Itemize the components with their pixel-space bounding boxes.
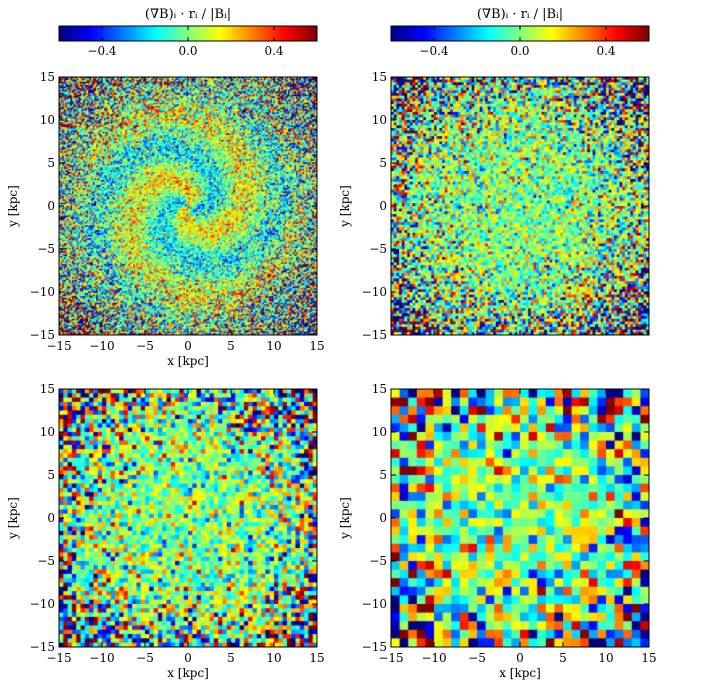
- colorbar-title: (∇B)ᵢ · rᵢ / |Bᵢ|: [477, 7, 563, 22]
- y-tick-label: −15: [362, 328, 387, 342]
- y-tick-label: 15: [40, 382, 55, 396]
- colorbar-tick-label: −0.4: [419, 44, 449, 58]
- x-tick-label: −15: [46, 339, 71, 353]
- colorbar-tick-label: 0.0: [178, 44, 197, 58]
- y-axis-label: y [kpc]: [338, 185, 352, 228]
- y-tick-label: −15: [362, 640, 387, 654]
- x-tick-label: 5: [227, 651, 235, 665]
- y-tick-label: 5: [47, 468, 55, 482]
- x-tick-label: 5: [227, 339, 235, 353]
- x-tick-label: −5: [468, 651, 486, 665]
- x-tick-label: 10: [598, 651, 613, 665]
- colorbar-gradient: [59, 26, 317, 41]
- x-axis-label: x [kpc]: [167, 666, 209, 680]
- x-tick-label: −10: [89, 651, 114, 665]
- y-tick-label: −5: [369, 242, 387, 256]
- y-axis-label: y [kpc]: [338, 497, 352, 540]
- x-axis-label: x [kpc]: [167, 354, 209, 368]
- x-tick-label: 15: [641, 651, 656, 665]
- y-tick-label: −10: [362, 597, 387, 611]
- x-tick-label: −5: [136, 339, 154, 353]
- colorbar-tick-label: −0.4: [87, 44, 117, 58]
- y-tick-label: 10: [372, 113, 387, 127]
- panel-top-right: −15 −10 −5 0 5 10 15 y [kpc]: [338, 70, 650, 342]
- y-tick-label: 0: [47, 511, 55, 525]
- y-tick-label: 10: [372, 425, 387, 439]
- panel-bottom-right: −15 −10 −5 0 5 10 15 −15 −10 −5 0 5 10 15 x [kpc] y [kp…: [338, 382, 657, 680]
- heatmap-image: [59, 77, 317, 335]
- y-tick-label: 10: [40, 113, 55, 127]
- y-axis-label: y [kpc]: [6, 185, 20, 228]
- y-tick-label: −10: [30, 597, 55, 611]
- y-axis-label: y [kpc]: [6, 497, 20, 540]
- y-tick-label: −5: [37, 242, 55, 256]
- y-tick-label: −10: [30, 285, 55, 299]
- y-tick-label: 15: [40, 70, 55, 84]
- colorbar-left: −0.4 0.0 0.4 (∇B)ᵢ · rᵢ / |Bᵢ|: [58, 7, 318, 58]
- colorbar-right: −0.4 0.0 0.4 (∇B)ᵢ · rᵢ / |Bᵢ|: [390, 7, 650, 58]
- y-tick-label: 0: [379, 199, 387, 213]
- x-tick-label: −15: [46, 651, 71, 665]
- x-tick-label: 0: [516, 651, 524, 665]
- y-tick-label: −10: [362, 285, 387, 299]
- panel-top-left: −15 −10 −5 0 5 10 15 −15 −10 −5 0 5 10 15 x [kpc] y [kp…: [6, 70, 325, 368]
- x-tick-label: 15: [309, 339, 324, 353]
- y-tick-label: 10: [40, 425, 55, 439]
- x-tick-label: 0: [184, 651, 192, 665]
- x-tick-label: 5: [559, 651, 567, 665]
- y-tick-label: 0: [47, 199, 55, 213]
- x-tick-label: 10: [266, 339, 281, 353]
- heatmap-image: [391, 389, 649, 647]
- y-tick-label: 15: [372, 382, 387, 396]
- x-axis-label: x [kpc]: [499, 666, 541, 680]
- x-tick-label: −15: [378, 651, 403, 665]
- y-tick-label: 5: [379, 156, 387, 170]
- y-tick-label: 5: [47, 156, 55, 170]
- heatmap-image: [59, 389, 317, 647]
- x-tick-label: −10: [421, 651, 446, 665]
- y-tick-label: −5: [37, 554, 55, 568]
- colorbar-tick-label: 0.4: [264, 44, 283, 58]
- x-tick-label: 0: [184, 339, 192, 353]
- y-tick-label: −5: [369, 554, 387, 568]
- heatmap-image: [391, 77, 649, 335]
- x-tick-label: 10: [266, 651, 281, 665]
- y-tick-label: −15: [30, 640, 55, 654]
- colorbar-gradient: [391, 26, 649, 41]
- y-tick-label: 0: [379, 511, 387, 525]
- colorbar-tick-label: 0.4: [596, 44, 615, 58]
- x-tick-label: 15: [309, 651, 324, 665]
- x-tick-label: −10: [89, 339, 114, 353]
- y-tick-label: 15: [372, 70, 387, 84]
- y-tick-label: −15: [30, 328, 55, 342]
- panel-bottom-left: −15 −10 −5 0 5 10 15 −15 −10 −5 0 5 10 15 x [kpc] y [kp…: [6, 382, 325, 680]
- y-tick-label: 5: [379, 468, 387, 482]
- colorbar-tick-label: 0.0: [510, 44, 529, 58]
- colorbar-title: (∇B)ᵢ · rᵢ / |Bᵢ|: [145, 7, 231, 22]
- x-tick-label: −5: [136, 651, 154, 665]
